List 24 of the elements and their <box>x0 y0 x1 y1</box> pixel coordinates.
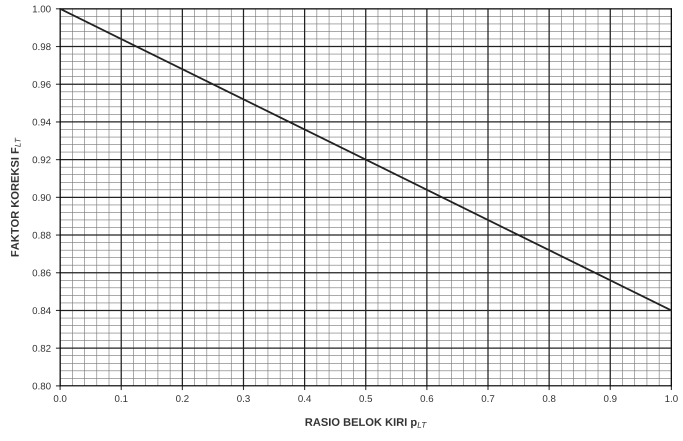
y-tick-label: 0.90 <box>32 194 51 201</box>
y-tick-label: 0.86 <box>32 269 51 276</box>
y-tick-label: 0.92 <box>32 156 51 164</box>
x-tick-label: 0.4 <box>298 395 312 402</box>
y-tick-label: 0.82 <box>32 344 51 352</box>
x-tick-label: 0.7 <box>482 395 494 402</box>
x-tick-label: 0.3 <box>237 395 250 402</box>
x-tick-label: 0.8 <box>542 395 556 402</box>
y-tick-label: 0.94 <box>32 118 51 126</box>
y-tick-label: 1.00 <box>32 6 51 12</box>
y-tick-label: 0.80 <box>32 382 51 390</box>
x-tick-label: 0.9 <box>604 395 617 402</box>
x-tick-label: 0.6 <box>420 395 434 402</box>
y-tick-label: 0.84 <box>32 307 51 314</box>
x-tick-label: 1.0 <box>665 395 678 402</box>
y-axis-title: FAKTOR KOREKSI F$_{LT}$ <box>10 138 21 256</box>
x-axis-title: RASIO BELOK KIRI p$_{LT}$ <box>306 418 427 428</box>
x-tick-label: 0.1 <box>114 395 128 402</box>
x-tick-label: 0.0 <box>54 395 66 402</box>
x-tick-label: 0.5 <box>359 395 372 402</box>
y-tick-label: 0.96 <box>32 80 51 88</box>
y-tick-label: 0.88 <box>32 232 51 239</box>
x-tick-label: 0.2 <box>176 395 189 402</box>
y-tick-label: 0.98 <box>32 43 51 50</box>
